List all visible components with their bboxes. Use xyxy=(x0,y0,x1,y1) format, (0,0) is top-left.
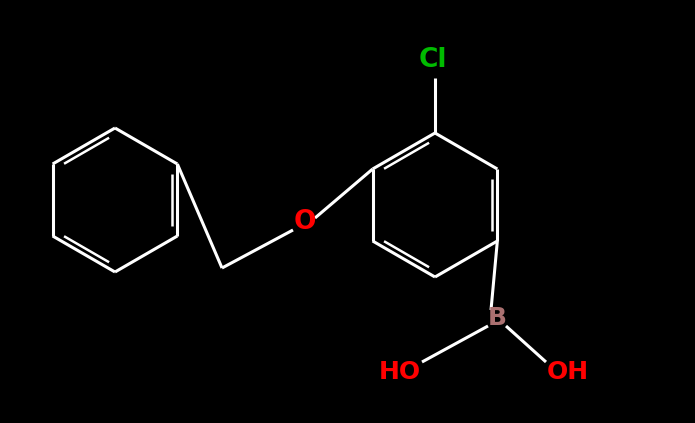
Text: O: O xyxy=(294,209,316,235)
Text: Cl: Cl xyxy=(419,47,448,73)
Text: B: B xyxy=(487,306,507,330)
Text: HO: HO xyxy=(379,360,421,384)
Text: OH: OH xyxy=(547,360,589,384)
